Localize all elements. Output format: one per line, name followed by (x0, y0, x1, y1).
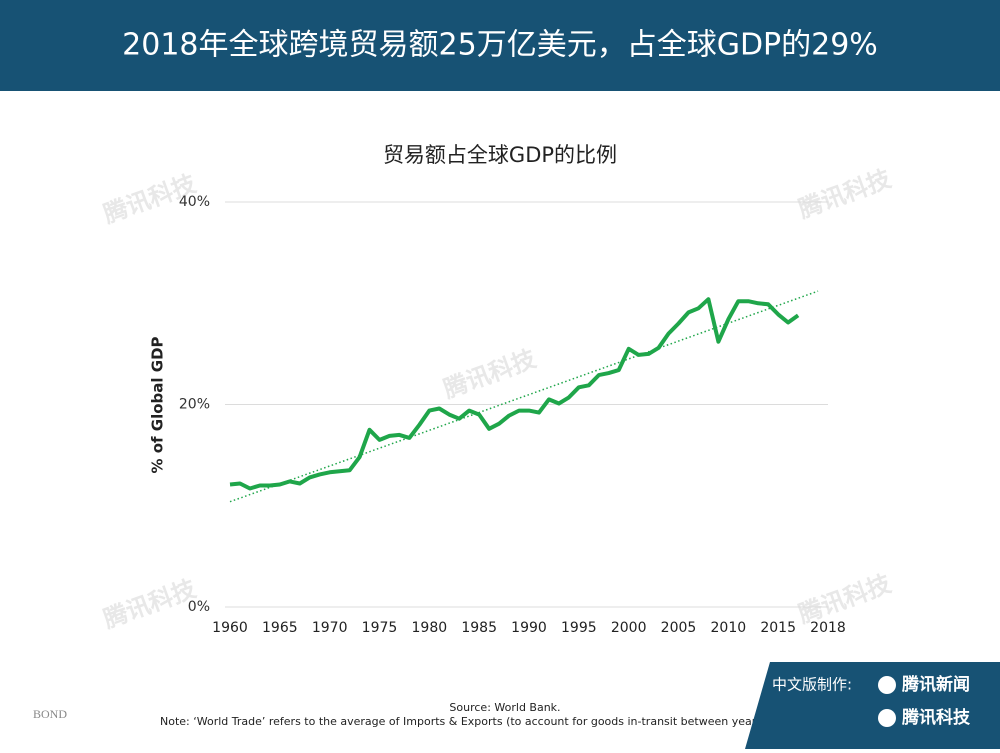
x-tick-label: 1980 (412, 620, 448, 636)
x-tick-label: 1975 (362, 620, 398, 636)
trend-line (229, 290, 819, 503)
plot: 0% 20% 40% 1960 1965 1970 1975 1980 1985 1990 1995… (179, 194, 846, 636)
x-tick-label: 2000 (611, 620, 647, 636)
y-tick-label: 40% (179, 194, 210, 210)
badge-label: 中文版制作: (772, 676, 852, 694)
x-tick-label: 1965 (262, 620, 298, 636)
data-line (229, 297, 800, 491)
y-axis-label: % of Global GDP (149, 336, 167, 473)
note: Note: ‘World Trade’ refers to the averag… (160, 715, 762, 728)
header-band (0, 0, 1000, 91)
badge (745, 662, 1000, 749)
badge-icon (878, 676, 896, 694)
y-tick-label: 20% (179, 397, 210, 413)
badge-line2: 腾讯科技 (902, 707, 971, 728)
watermark: 腾讯科技 (795, 164, 896, 223)
x-tick-label: 1970 (312, 620, 348, 636)
x-tick-label: 1960 (212, 620, 248, 636)
badge-line1: 腾讯新闻 (902, 674, 970, 695)
brand: BOND (33, 707, 67, 721)
x-tick-label: 2015 (760, 620, 796, 636)
chart-title: 贸易额占全球GDP的比例 (383, 143, 617, 167)
watermarks: 腾讯科技 腾讯科技 腾讯科技 腾讯科技 腾讯科技 (100, 164, 896, 633)
header-title: 2018年全球跨境贸易额25万亿美元，占全球GDP的29% (122, 28, 878, 63)
x-tick-label: 2018 (810, 620, 846, 636)
x-tick-label: 1990 (511, 620, 547, 636)
x-tick-label: 1985 (461, 620, 497, 636)
y-tick-label: 0% (188, 599, 210, 615)
source: Source: World Bank. (449, 701, 560, 714)
x-tick-label: 2010 (711, 620, 747, 636)
badge-icon (878, 709, 896, 727)
x-tick-label: 1995 (561, 620, 597, 636)
x-tick-label: 2005 (661, 620, 697, 636)
watermark: 腾讯科技 (100, 574, 201, 633)
watermark: 腾讯科技 (440, 344, 541, 403)
